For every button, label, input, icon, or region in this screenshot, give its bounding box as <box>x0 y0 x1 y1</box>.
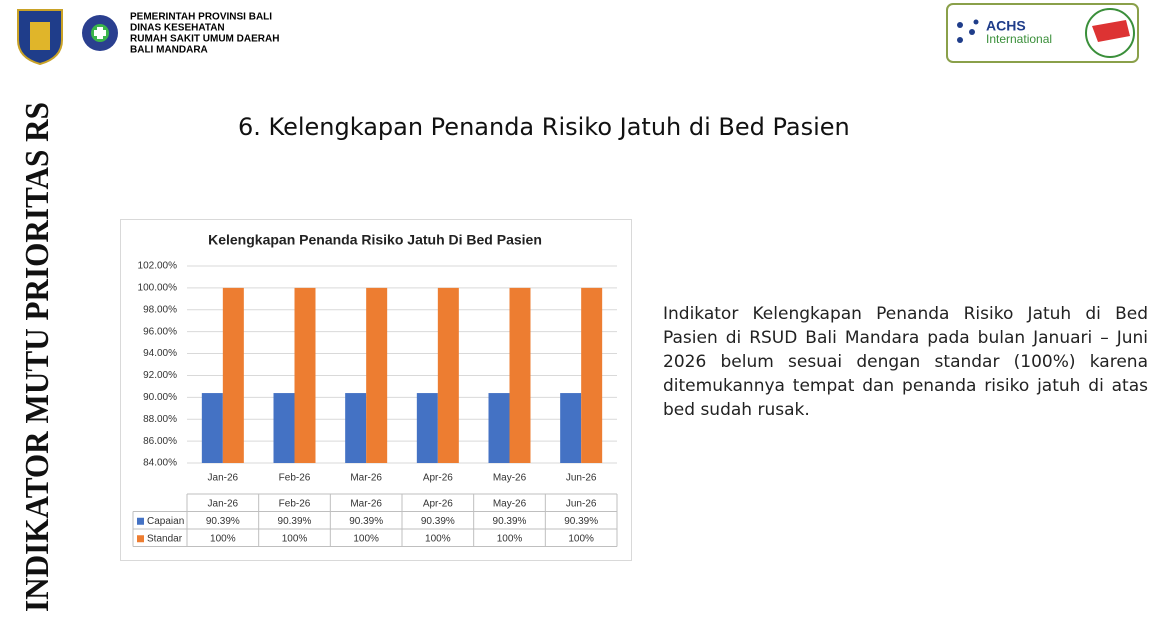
table-value: 100% <box>210 533 236 544</box>
chart-title: Kelengkapan Penanda Risiko Jatuh Di Bed … <box>208 232 542 248</box>
badge-text: ACHS <box>986 18 1026 34</box>
header-line: DINAS KESEHATAN <box>130 23 225 34</box>
bar <box>366 287 388 463</box>
legend-swatch <box>137 535 144 543</box>
header-line: RUMAH SAKIT UMUM DAERAH <box>130 34 279 45</box>
table-value: 90.39% <box>349 516 383 527</box>
side-label: INDIKATOR MUTU PRIORITAS RS <box>19 102 56 612</box>
table-value: 100% <box>282 533 308 544</box>
y-tick-label: 94.00% <box>143 348 177 359</box>
y-tick-label: 88.00% <box>143 414 177 425</box>
x-tick-label: Apr-26 <box>423 473 453 484</box>
bar <box>222 287 244 463</box>
table-header: Mar-26 <box>350 498 382 509</box>
header-line: PEMERINTAH PROVINSI BALI <box>130 12 272 23</box>
legend-label: Capaian <box>147 516 184 527</box>
logo-bali <box>17 9 63 66</box>
table-value: 90.39% <box>278 516 312 527</box>
legend-label: Standar <box>147 533 183 544</box>
slide-title: 6. Kelengkapan Penanda Risiko Jatuh di B… <box>238 113 850 141</box>
table-header: Apr-26 <box>423 498 453 509</box>
table-value: 100% <box>497 533 523 544</box>
legend-swatch <box>137 517 144 525</box>
bar <box>201 393 223 463</box>
table-value: 100% <box>353 533 379 544</box>
table-value: 90.39% <box>206 516 240 527</box>
x-tick-label: May-26 <box>493 473 527 484</box>
bar <box>560 393 582 463</box>
y-tick-label: 98.00% <box>143 304 177 315</box>
table-header: May-26 <box>493 498 527 509</box>
table-header: Jun-26 <box>566 498 597 509</box>
bar <box>273 393 295 463</box>
table-value: 100% <box>568 533 594 544</box>
description: Indikator Kelengkapan Penanda Risiko Jat… <box>663 304 1148 420</box>
y-tick-label: 102.00% <box>138 261 178 272</box>
badge-text: International <box>986 32 1052 46</box>
x-tick-label: Feb-26 <box>279 473 311 484</box>
bar <box>437 287 459 463</box>
x-tick-label: Jun-26 <box>566 473 597 484</box>
table-header: Jan-26 <box>208 498 239 509</box>
table-header: Feb-26 <box>279 498 311 509</box>
bar <box>416 393 438 463</box>
kars-logo <box>1085 8 1135 58</box>
y-tick-label: 86.00% <box>143 436 177 447</box>
header-line: BALI MANDARA <box>130 45 208 56</box>
y-tick-label: 92.00% <box>143 370 177 381</box>
y-tick-label: 96.00% <box>143 326 177 337</box>
bar <box>294 287 316 463</box>
bar <box>581 287 603 463</box>
bar <box>509 287 531 463</box>
y-tick-label: 100.00% <box>138 283 178 294</box>
achs-icon <box>957 19 979 43</box>
x-tick-label: Jan-26 <box>208 473 239 484</box>
table-value: 90.39% <box>564 516 598 527</box>
x-tick-label: Mar-26 <box>350 473 382 484</box>
y-tick-label: 84.00% <box>143 458 177 469</box>
y-tick-label: 90.00% <box>143 392 177 403</box>
table-value: 90.39% <box>493 516 527 527</box>
logo-hospital <box>82 15 118 51</box>
bar <box>345 393 367 463</box>
bar <box>488 393 510 463</box>
table-value: 100% <box>425 533 451 544</box>
table-value: 90.39% <box>421 516 455 527</box>
